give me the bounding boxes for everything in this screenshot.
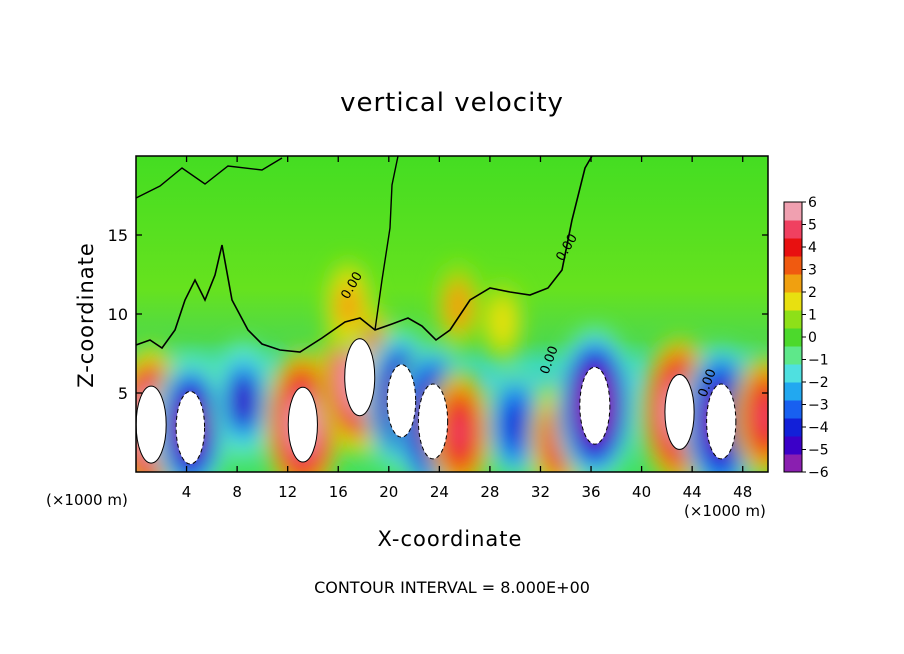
velocity-contour-fill (489, 297, 516, 347)
velocity-contour-fill (232, 382, 255, 420)
velocity-core (706, 383, 737, 460)
colorbar: 6 5 4 3 2 1 0 −1 −2 −3 −4 −5 −6 (783, 195, 829, 481)
y-tick-label: 5 (118, 384, 128, 403)
x-tick-label: 32 (531, 483, 550, 501)
x-tick-label: 36 (581, 483, 600, 501)
colorbar-swatch (784, 202, 802, 221)
colorbar-tick-label: 0 (808, 330, 817, 346)
colorbar-tick-label: 1 (808, 308, 817, 324)
velocity-cell (435, 261, 481, 352)
zero-contour-line (374, 156, 399, 331)
x-tick-label: 20 (379, 483, 398, 501)
velocity-cell (213, 339, 274, 463)
x-tick-label: 12 (278, 483, 297, 501)
x-tick-label: 24 (430, 483, 449, 501)
x-tick-label: 44 (683, 483, 702, 501)
colorbar-tick-label: −3 (808, 398, 829, 414)
velocity-cell (324, 257, 373, 355)
velocity-core (344, 338, 376, 417)
velocity-contour-fill (503, 404, 527, 446)
velocity-contour-fill (448, 413, 471, 452)
velocity-core (664, 374, 695, 450)
y-axis: 5 10 15 (108, 226, 768, 403)
colorbar-tick-label: −6 (808, 465, 829, 481)
colorbar-tick-label: 5 (808, 218, 817, 234)
zero-contour-line (136, 157, 283, 199)
velocity-core (579, 366, 611, 445)
velocity-contour-fill (336, 284, 361, 328)
plot-area (136, 156, 768, 472)
velocity-cell (481, 280, 524, 364)
velocity-contour-fill (444, 279, 473, 333)
chart-title: vertical velocity (340, 88, 564, 118)
zero-contour-line (136, 156, 593, 353)
contour-interval-text: CONTOUR INTERVAL = 8.000E+00 (314, 578, 590, 597)
colorbar-tick-label: −2 (808, 375, 829, 391)
colorbar-tick-label: −1 (808, 353, 829, 369)
colorbar-swatch (784, 310, 802, 329)
colorbar-swatch (784, 454, 802, 473)
y-axis-label: Z-coordinate (74, 242, 98, 388)
x-unit-label-left: (×1000 m) (46, 491, 128, 509)
velocity-contour-fill (754, 397, 768, 436)
x-tick-label: 40 (632, 483, 651, 501)
x-axis: 4 8 12 16 20 24 28 32 36 40 44 48 (182, 156, 752, 501)
colorbar-tick-label: 3 (808, 263, 817, 279)
colorbar-swatch (784, 346, 802, 365)
colorbar-swatch (784, 328, 802, 347)
x-tick-label: 16 (329, 483, 348, 501)
velocity-core (175, 390, 206, 465)
colorbar-tick-label: 4 (808, 240, 817, 256)
colorbar-swatch (784, 220, 802, 239)
velocity-core (287, 386, 318, 463)
x-tick-label: 28 (480, 483, 499, 501)
velocity-core (136, 385, 167, 464)
colorbar-swatch (784, 436, 802, 455)
colorbar-swatch (784, 418, 802, 437)
velocity-core (386, 364, 417, 438)
y-tick-label: 15 (108, 226, 128, 245)
colorbar-swatch (784, 382, 802, 401)
colorbar-tick-label: −5 (808, 443, 829, 459)
velocity-cell (733, 352, 768, 472)
x-tick-label: 8 (232, 483, 242, 501)
colorbar-tick-label: 2 (808, 285, 817, 301)
colorbar-tick-label: −4 (808, 420, 829, 436)
y-tick-label: 10 (108, 305, 128, 324)
colorbar-swatch (784, 292, 802, 311)
colorbar-swatch (784, 364, 802, 383)
colorbar-swatch (784, 238, 802, 257)
velocity-core (417, 383, 449, 460)
colorbar-swatch (784, 256, 802, 275)
colorbar-swatch (784, 400, 802, 419)
x-unit-label-right: (×1000 m) (684, 502, 766, 520)
x-tick-label: 48 (733, 483, 752, 501)
colorbar-tick-label: 6 (808, 195, 817, 211)
x-axis-label: X-coordinate (377, 527, 523, 551)
x-tick-label: 4 (182, 483, 192, 501)
colorbar-swatch (784, 274, 802, 293)
